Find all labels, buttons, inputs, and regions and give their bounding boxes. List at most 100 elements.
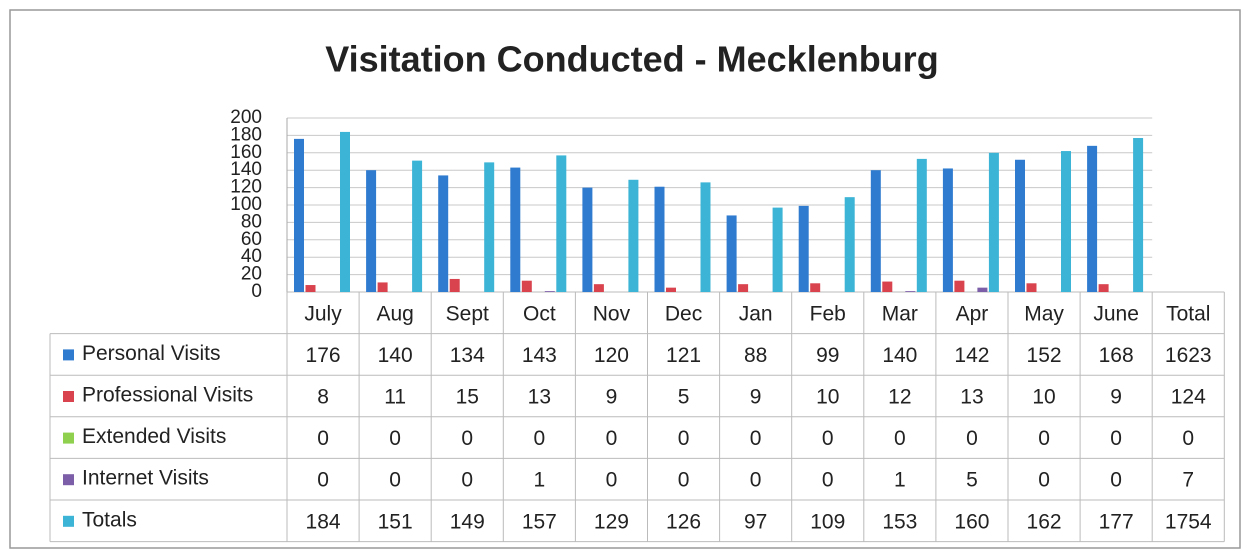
bar [942, 168, 953, 292]
x-tick-label: July [304, 302, 342, 325]
table-value: 99 [816, 344, 839, 367]
bar [438, 175, 449, 292]
table-value: 8 [317, 386, 329, 409]
table-value: 168 [1099, 344, 1134, 367]
table-total: 1754 [1165, 510, 1212, 533]
x-tick-label: Sept [446, 302, 489, 325]
table-value: 177 [1099, 510, 1134, 533]
table-value: 0 [822, 469, 834, 492]
chart-title: Visitation Conducted - Mecklenburg [325, 39, 938, 80]
table-value: 126 [666, 510, 701, 533]
table-value: 1 [534, 469, 546, 492]
table-value: 0 [389, 427, 401, 450]
table-total: 7 [1182, 469, 1194, 492]
y-tick-label: 20 [241, 264, 262, 285]
legend-label: Internet Visits [82, 467, 209, 490]
table-value: 157 [522, 510, 557, 533]
bar [294, 138, 304, 292]
table-value: 9 [750, 386, 762, 409]
table-value: 97 [744, 510, 767, 533]
bar [666, 287, 676, 292]
x-tick-label: June [1093, 302, 1139, 325]
y-tick-label: 80 [241, 211, 262, 232]
table-total: 1623 [1165, 344, 1212, 367]
table-value: 88 [744, 344, 767, 367]
bar [412, 160, 423, 292]
bar [377, 282, 388, 292]
bar [510, 167, 521, 292]
bar [582, 187, 593, 292]
table-value: 140 [882, 344, 917, 367]
bar [1015, 159, 1025, 292]
table-value: 5 [678, 386, 690, 409]
legend-label: Extended Visits [82, 425, 226, 448]
table-value: 121 [666, 344, 701, 367]
legend-label: Professional Visits [82, 384, 253, 407]
table-value: 0 [966, 427, 978, 450]
bar [1087, 145, 1098, 292]
bar [916, 158, 927, 292]
table-value: 13 [528, 386, 551, 409]
table-total: 0 [1182, 427, 1194, 450]
bar [726, 215, 737, 292]
bar [305, 285, 316, 292]
bar [484, 162, 495, 292]
table-value: 120 [594, 344, 629, 367]
x-tick-label: Feb [810, 302, 846, 325]
table-value: 176 [306, 344, 341, 367]
bar [772, 207, 783, 292]
bar [366, 170, 377, 292]
table-value: 0 [822, 427, 834, 450]
bar [340, 131, 350, 292]
bar [700, 182, 711, 292]
bar [544, 291, 555, 292]
table-value: 134 [450, 344, 485, 367]
bar [449, 278, 460, 292]
x-tick-label: Jan [739, 302, 773, 325]
y-tick-label: 40 [241, 246, 262, 267]
bar [1133, 138, 1144, 292]
table-value: 0 [1038, 427, 1050, 450]
x-tick-label: May [1024, 302, 1064, 325]
table-value: 0 [317, 469, 329, 492]
x-tick-label: Mar [882, 302, 918, 325]
table-value: 153 [882, 510, 917, 533]
table-value: 109 [810, 510, 845, 533]
bar [798, 205, 809, 292]
frame [9, 9, 1241, 549]
bar [556, 155, 567, 292]
table-value: 142 [954, 344, 989, 367]
table-value: 13 [960, 386, 983, 409]
bar [870, 170, 881, 292]
y-tick-label: 160 [230, 142, 262, 163]
table-value: 151 [378, 510, 413, 533]
bar [521, 280, 532, 292]
legend-key [63, 349, 74, 361]
table-value: 184 [306, 510, 341, 533]
x-tick-label: Dec [665, 302, 702, 325]
table-value: 0 [606, 427, 618, 450]
y-tick-label: 200 [230, 107, 262, 128]
total-header: Total [1166, 302, 1210, 325]
table-value: 162 [1027, 510, 1062, 533]
table-value: 140 [378, 344, 413, 367]
table-value: 0 [389, 469, 401, 492]
x-tick-label: Apr [956, 302, 989, 325]
table-value: 1 [894, 469, 906, 492]
table-value: 0 [678, 469, 690, 492]
table-value: 0 [461, 469, 473, 492]
table-value: 0 [1038, 469, 1050, 492]
bar [954, 280, 965, 292]
y-tick-label: 180 [230, 124, 262, 145]
bar [1061, 151, 1071, 292]
table-value: 15 [456, 386, 479, 409]
table-value: 149 [450, 510, 485, 533]
legend-label: Totals [82, 508, 137, 531]
bar [1098, 284, 1109, 292]
table-value: 5 [966, 469, 978, 492]
table-value: 9 [1110, 386, 1122, 409]
x-tick-label: Oct [523, 302, 556, 325]
y-tick-label: 140 [230, 159, 262, 180]
bar [905, 291, 916, 292]
